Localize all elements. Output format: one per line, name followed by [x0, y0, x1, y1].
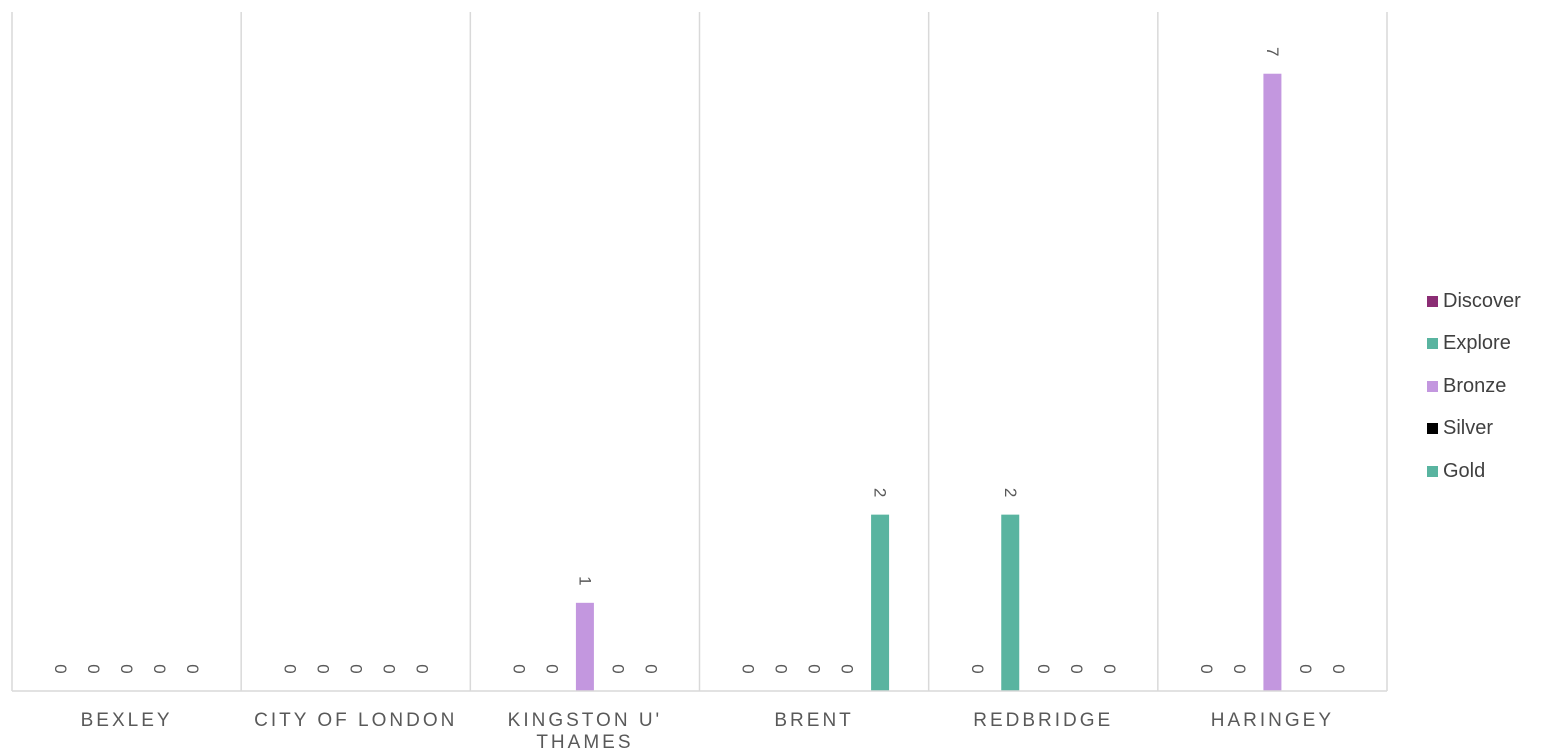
legend-label: Silver	[1443, 417, 1494, 440]
bar-bronze	[575, 602, 594, 691]
legend-item-bronze: Bronze	[1427, 365, 1521, 408]
x-axis-tick-labels: BEXLEY CITY OF LONDON KINGSTON U' THAMES BRE…	[81, 710, 1334, 752]
data-label: 0	[280, 664, 299, 673]
legend-label: Discover	[1443, 289, 1521, 312]
data-label: 0	[1100, 664, 1119, 673]
data-label: 0	[346, 664, 365, 673]
legend-item-silver: Silver	[1427, 408, 1521, 451]
data-label: 0	[1197, 664, 1216, 673]
data-label: 1	[575, 576, 594, 585]
category-separators	[11, 12, 1388, 691]
x-tick-label: BEXLEY	[81, 710, 173, 731]
bar-gold	[871, 514, 890, 691]
data-label: 0	[84, 664, 103, 673]
legend-swatch	[1427, 380, 1438, 392]
legend-item-explore: Explore	[1427, 323, 1521, 366]
x-tick-label: REDBRIDGE	[973, 710, 1113, 731]
data-label: 0	[509, 664, 528, 673]
data-label: 2	[1001, 488, 1020, 497]
legend-swatch	[1427, 295, 1438, 307]
data-label: 2	[871, 488, 890, 497]
data-label: 0	[150, 664, 169, 673]
data-label: 0	[838, 664, 857, 673]
data-label: 0	[641, 664, 660, 673]
data-label: 0	[608, 664, 627, 673]
legend-label: Bronze	[1443, 374, 1507, 397]
data-labels: 0 0 0 0 0 0 0 0 0 0 0 0 1 0 0 0 0 0 0 2 0 2 0 0 0 0 0 7 0 0	[51, 47, 1348, 674]
bar-marks	[575, 73, 1282, 691]
data-label: 0	[1230, 664, 1249, 673]
bar-explore	[1001, 514, 1020, 691]
x-tick-label: BRENT	[774, 710, 853, 731]
bar-bronze	[1263, 73, 1282, 691]
x-tick-label: CITY OF LONDON	[254, 710, 457, 731]
data-label: 0	[1034, 664, 1053, 673]
data-label: 0	[51, 664, 70, 673]
data-label: 0	[542, 664, 561, 673]
legend-label: Gold	[1443, 459, 1486, 482]
data-label: 0	[1067, 664, 1086, 673]
legend-label: Explore	[1443, 332, 1511, 355]
data-label: 0	[739, 664, 758, 673]
legend-item-gold: Gold	[1427, 450, 1521, 493]
data-label: 0	[805, 664, 824, 673]
legend-swatch	[1427, 465, 1438, 477]
data-label: 7	[1263, 47, 1282, 56]
data-label: 0	[772, 664, 791, 673]
legend-swatch	[1427, 423, 1438, 435]
legend-item-discover: Discover	[1427, 280, 1521, 323]
data-label: 0	[412, 664, 431, 673]
x-tick-label: HARINGEY	[1211, 710, 1334, 731]
legend-swatch	[1427, 338, 1438, 350]
data-label: 0	[1329, 664, 1348, 673]
data-label: 0	[968, 664, 987, 673]
data-label: 0	[313, 664, 332, 673]
data-label: 0	[379, 664, 398, 673]
data-label: 0	[1296, 664, 1315, 673]
data-label: 0	[117, 664, 136, 673]
x-tick-label: KINGSTON U' THAMES	[508, 710, 663, 752]
legend: Discover Explore Bronze Silver Gold	[1427, 280, 1521, 493]
data-label: 0	[183, 664, 202, 673]
